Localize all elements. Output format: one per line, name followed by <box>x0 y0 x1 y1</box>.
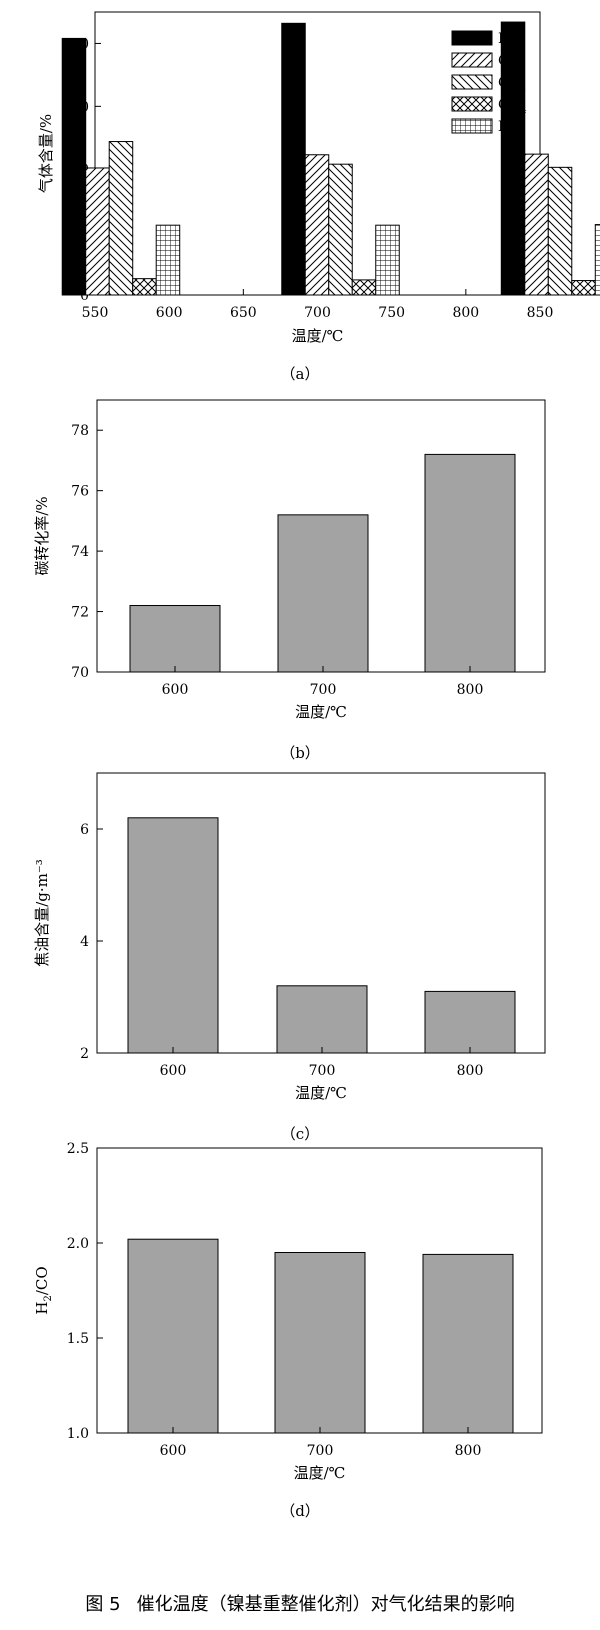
bar-800 <box>424 453 516 673</box>
y-axis-label: 碳转化率/% <box>33 496 51 575</box>
x-axis-label: 温度/℃ <box>292 327 344 345</box>
y-tick-label: 2.0 <box>67 1236 89 1252</box>
bar-600 <box>127 1238 219 1434</box>
x-tick-label: 800 <box>455 1443 482 1459</box>
legend-label-n2: N2 <box>498 119 516 138</box>
x-axis-label: 温度/℃ <box>295 703 347 721</box>
chart-a-gas-content: 010203040550600650700750800850温度/℃气体含量/%… <box>37 11 600 345</box>
bar-ch4-600 <box>132 278 157 296</box>
y-tick-label: 72 <box>71 605 89 621</box>
bar-co2-800 <box>547 166 573 296</box>
bar-700 <box>276 985 368 1054</box>
y-tick-label: 0 <box>80 288 89 304</box>
x-tick-label: 700 <box>309 1063 336 1079</box>
legend-label-sub: 4 <box>521 106 527 116</box>
chart-c-tar-content: 2 4 6 600 700 800 温度/℃ 焦油含量/g·m⁻³ <box>33 772 546 1102</box>
figure-caption-text: 催化温度（镍基重整催化剂）对气化结果的影响 <box>136 1594 515 1615</box>
bar-co-700 <box>304 154 330 296</box>
bar-h2-700 <box>281 22 306 296</box>
y-axis-label: 气体含量/% <box>37 114 55 193</box>
y-axis-label: H2/CO <box>33 1266 54 1314</box>
subfigure-label-d: （d） <box>280 1502 320 1520</box>
y-tick-label: 70 <box>71 665 89 681</box>
bar-ch4-800 <box>571 280 596 296</box>
y-tick-label: 6 <box>80 822 89 838</box>
y-tick-label: 1.5 <box>67 1331 89 1347</box>
x-tick-label: 800 <box>457 1063 484 1079</box>
y-tick-label: 2 <box>80 1046 89 1062</box>
figure-number: 图 5 <box>85 1594 121 1615</box>
bar-800 <box>424 990 516 1054</box>
x-tick-label: 600 <box>156 305 183 321</box>
figure-caption: 图 5 催化温度（镍基重整催化剂）对气化结果的影响 <box>0 1590 600 1616</box>
legend-label-main: CO <box>498 75 520 91</box>
legend-label-ch4: CH4 <box>498 97 527 116</box>
x-tick-label: 600 <box>162 682 189 698</box>
legend-swatch-co <box>451 52 493 68</box>
legend-label-sub: 2 <box>520 84 526 94</box>
subfigure-label-a: （a） <box>280 365 320 383</box>
x-tick-label: 650 <box>230 305 257 321</box>
legend-label-h2: H2 <box>498 31 516 50</box>
legend-swatch-ch4 <box>451 96 493 112</box>
subfigure-label-c: （c） <box>280 1125 320 1143</box>
legend-label-co: CO <box>498 53 520 69</box>
bar-ch4-700 <box>351 279 377 296</box>
y-tick-label: 1.0 <box>67 1426 89 1442</box>
y-axis-label-rest: /CO <box>33 1266 51 1295</box>
bar-co-600 <box>85 167 110 296</box>
legend-swatch-co2 <box>451 74 493 90</box>
y-axis-label-sub: 2 <box>43 1295 54 1301</box>
legend-swatch-h2 <box>451 30 493 46</box>
x-axis-label: 温度/℃ <box>295 1084 347 1102</box>
y-tick-label: 78 <box>71 423 89 439</box>
legend-label-co2: CO2 <box>498 75 526 94</box>
legend-swatch-n2 <box>451 118 493 134</box>
bar-co-800 <box>524 153 549 296</box>
x-tick-label: 600 <box>160 1443 187 1459</box>
legend-label-sub: 2 <box>510 40 516 50</box>
bar-700 <box>277 514 369 673</box>
legend-label-main: CH <box>498 97 521 113</box>
x-tick-label: 700 <box>310 682 337 698</box>
chart-d-h2-co-ratio: 1.0 1.5 2.0 2.5 600 700 800 温度/℃ H2/CO <box>33 1141 543 1482</box>
x-tick-label: 550 <box>82 305 109 321</box>
x-axis-label: 温度/℃ <box>294 1464 346 1482</box>
bar-co2-600 <box>108 141 134 296</box>
subfigure-label-b: （b） <box>280 744 320 762</box>
bar-800 <box>422 1253 514 1434</box>
bar-co2-700 <box>328 163 353 296</box>
bar-600 <box>127 817 219 1054</box>
bar-n2-700 <box>375 224 400 296</box>
x-tick-label: 800 <box>452 305 479 321</box>
legend-label-sub: 2 <box>510 128 516 138</box>
bar-h2-600 <box>61 37 87 296</box>
legend-label-main: CO <box>498 53 520 69</box>
y-axis-label-main: H <box>33 1302 51 1315</box>
x-tick-label: 700 <box>307 1443 334 1459</box>
x-tick-label: 700 <box>304 305 331 321</box>
x-tick-label: 600 <box>160 1063 187 1079</box>
legend-label-main: H <box>498 31 510 47</box>
y-axis-label: 焦油含量/g·m⁻³ <box>33 859 51 967</box>
chart-b-carbon-conversion: 70 72 74 76 78 600 700 800 温度/℃ 碳转化率/% <box>33 399 546 721</box>
x-tick-label: 750 <box>378 305 405 321</box>
bar-600 <box>129 605 221 673</box>
y-tick-label: 74 <box>71 544 89 560</box>
y-tick-label: 76 <box>71 484 89 500</box>
y-tick-label: 4 <box>80 934 89 950</box>
bar-n2-800 <box>594 224 600 296</box>
bar-n2-600 <box>155 224 181 296</box>
bar-700 <box>274 1252 366 1434</box>
x-tick-label: 800 <box>457 682 484 698</box>
y-tick-label: 2.5 <box>67 1141 89 1157</box>
x-tick-label: 850 <box>527 305 554 321</box>
legend-label-main: N <box>498 119 510 135</box>
